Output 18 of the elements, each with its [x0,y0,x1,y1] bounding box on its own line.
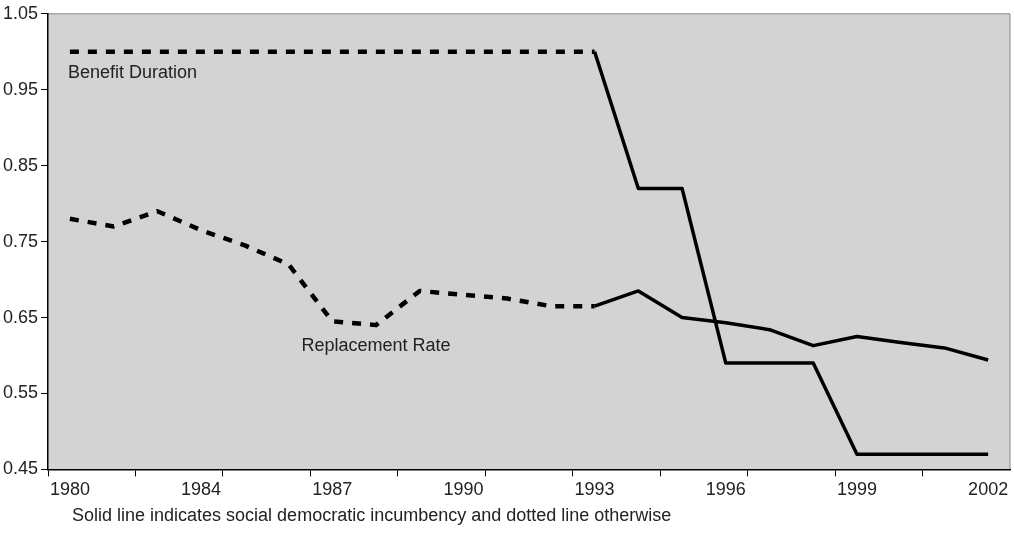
x-tick-label: 1990 [443,479,484,500]
x-tick-label: 1984 [181,479,222,500]
y-tick-label: 1.05 [2,2,39,23]
x-tick-label: 2002 [968,479,1009,500]
x-tick-label: 1999 [836,479,877,500]
series-label: Replacement Rate [301,335,451,356]
y-tick-label: 0.65 [2,306,39,327]
series-label: Benefit Duration [68,61,198,82]
x-tick-label: 1993 [574,479,615,500]
x-tick-label: 1980 [49,479,90,500]
y-tick-label: 0.75 [2,230,39,251]
y-tick-label: 0.45 [2,458,39,479]
x-tick-label: 1996 [705,479,746,500]
x-tick-label: 1987 [312,479,353,500]
y-tick-label: 0.85 [2,154,39,175]
text: Solid line indicates social democratic incumbency and dotted line otherwise [72,505,672,526]
y-tick-label: 0.95 [2,78,39,99]
y-tick-label: 0.55 [2,382,39,403]
